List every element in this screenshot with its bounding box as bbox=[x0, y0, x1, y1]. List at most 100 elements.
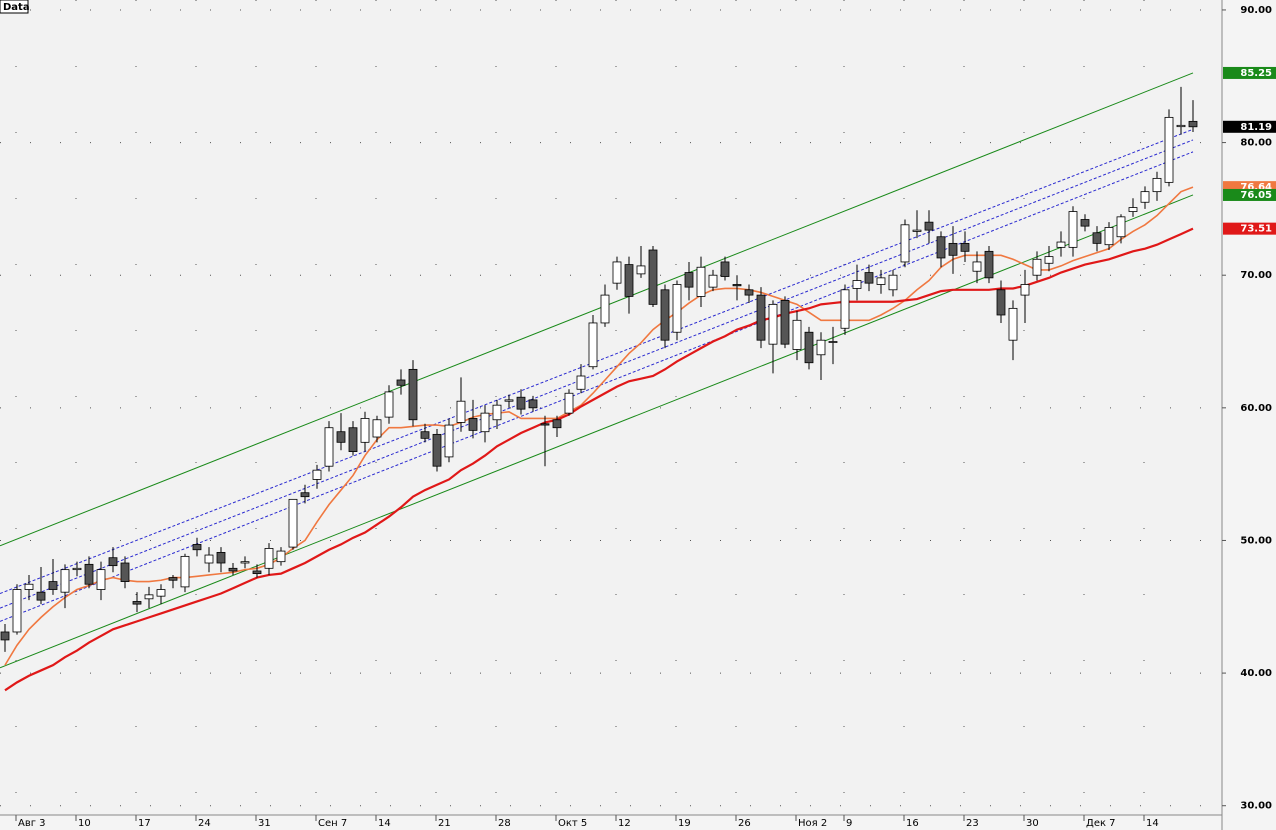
candle-body bbox=[888, 274, 898, 291]
candle-body bbox=[456, 400, 466, 423]
candle-body bbox=[912, 229, 922, 232]
candle-body bbox=[756, 294, 766, 341]
x-tick-label: 31 bbox=[258, 818, 271, 829]
x-tick-label: 26 bbox=[738, 818, 751, 829]
x-tick-label: 10 bbox=[78, 818, 91, 829]
x-tick-label: 19 bbox=[678, 818, 691, 829]
line-series bbox=[4, 186, 1194, 666]
candle-body bbox=[1116, 216, 1126, 238]
axes: 30.00 40.00 50.00 60.00 70.00 80.00 90.00 Авг 3… bbox=[15, 5, 1276, 829]
candle-body bbox=[144, 594, 154, 600]
candle-body bbox=[1128, 207, 1138, 212]
candle-body bbox=[300, 492, 310, 498]
candle-body bbox=[744, 289, 754, 296]
candle-body bbox=[720, 261, 730, 277]
price-label: 81.19 bbox=[1240, 122, 1272, 133]
x-tick-label: 17 bbox=[138, 818, 151, 829]
candle-body bbox=[372, 419, 382, 438]
candle-body bbox=[480, 412, 490, 433]
candle-body bbox=[588, 322, 598, 368]
x-tick-label: 12 bbox=[618, 818, 631, 829]
candle-body bbox=[612, 261, 622, 284]
candle-body bbox=[816, 339, 826, 356]
candle-body bbox=[1020, 284, 1030, 296]
candle-body bbox=[360, 418, 370, 443]
price-label-box bbox=[1223, 66, 1276, 79]
candle-body bbox=[708, 274, 718, 288]
candle-body bbox=[420, 431, 430, 439]
candle-body bbox=[516, 396, 526, 410]
y-tick-label: 30.00 bbox=[1240, 801, 1272, 812]
candle-body bbox=[924, 221, 934, 231]
candle-body bbox=[540, 423, 550, 426]
price-label: 76.05 bbox=[1240, 190, 1272, 201]
x-tick-label: 9 bbox=[846, 818, 852, 829]
candle-body bbox=[264, 548, 274, 569]
candle-body bbox=[276, 550, 286, 563]
candle-body bbox=[852, 280, 862, 289]
candle-body bbox=[288, 498, 298, 548]
x-tick-label: Авг 3 bbox=[18, 818, 46, 829]
x-tick-label: 30 bbox=[1026, 818, 1039, 829]
candle-body bbox=[132, 601, 142, 605]
candle-body bbox=[396, 379, 406, 386]
candle-body bbox=[840, 289, 850, 329]
candle-body bbox=[36, 591, 46, 601]
candle-body bbox=[1056, 241, 1066, 248]
candle-body bbox=[504, 399, 514, 402]
candle-body bbox=[156, 589, 166, 597]
candle-body bbox=[240, 561, 250, 564]
candle-body bbox=[1188, 120, 1198, 128]
x-tick-label: 28 bbox=[498, 818, 511, 829]
title-box bbox=[0, 0, 29, 14]
candle-body bbox=[492, 404, 502, 421]
price-axis-panel bbox=[1222, 0, 1276, 830]
trend-line bbox=[0, 151, 1194, 622]
candle-body bbox=[444, 424, 454, 458]
trend-line bbox=[0, 194, 1194, 669]
candle-body bbox=[180, 555, 190, 588]
line-series bbox=[4, 227, 1194, 692]
candle-body bbox=[732, 284, 742, 287]
candle-body bbox=[696, 266, 706, 297]
candle-body bbox=[1032, 258, 1042, 276]
candle-body bbox=[432, 433, 442, 467]
x-tick-label: 23 bbox=[966, 818, 979, 829]
candle-body bbox=[348, 427, 358, 452]
marks bbox=[0, 72, 1198, 692]
y-tick-label: 60.00 bbox=[1240, 403, 1272, 414]
candle-body bbox=[168, 577, 178, 581]
y-tick-label: 50.00 bbox=[1240, 535, 1272, 546]
candle-body bbox=[384, 391, 394, 418]
candle-body bbox=[24, 583, 34, 590]
candle-body bbox=[552, 419, 562, 429]
candle-body bbox=[120, 562, 130, 582]
candle-body bbox=[1140, 191, 1150, 203]
candle-body bbox=[1068, 211, 1078, 248]
candle-body bbox=[228, 567, 238, 572]
candle-body bbox=[1104, 227, 1114, 246]
trend-line bbox=[0, 72, 1194, 547]
candle-body bbox=[468, 418, 478, 431]
y-tick-label: 90.00 bbox=[1240, 5, 1272, 16]
candle-body bbox=[672, 284, 682, 333]
chart-title: Data bbox=[3, 2, 30, 13]
x-tick-label: 16 bbox=[906, 818, 919, 829]
candle-body bbox=[936, 236, 946, 259]
candle-body bbox=[312, 469, 322, 480]
candle-body bbox=[828, 341, 838, 343]
x-tick-label: 14 bbox=[1146, 818, 1159, 829]
price-label-box bbox=[1223, 222, 1276, 235]
candle-body bbox=[252, 570, 262, 575]
candle-body bbox=[780, 300, 790, 345]
candle-body bbox=[48, 581, 58, 590]
candle-body bbox=[600, 294, 610, 324]
candle-body bbox=[900, 224, 910, 263]
candle-body bbox=[60, 569, 70, 593]
y-tick-label: 70.00 bbox=[1240, 270, 1272, 281]
price-label-box bbox=[1223, 188, 1276, 201]
candle-body bbox=[960, 242, 970, 252]
candle-body bbox=[96, 569, 106, 590]
candle-body bbox=[660, 289, 670, 341]
